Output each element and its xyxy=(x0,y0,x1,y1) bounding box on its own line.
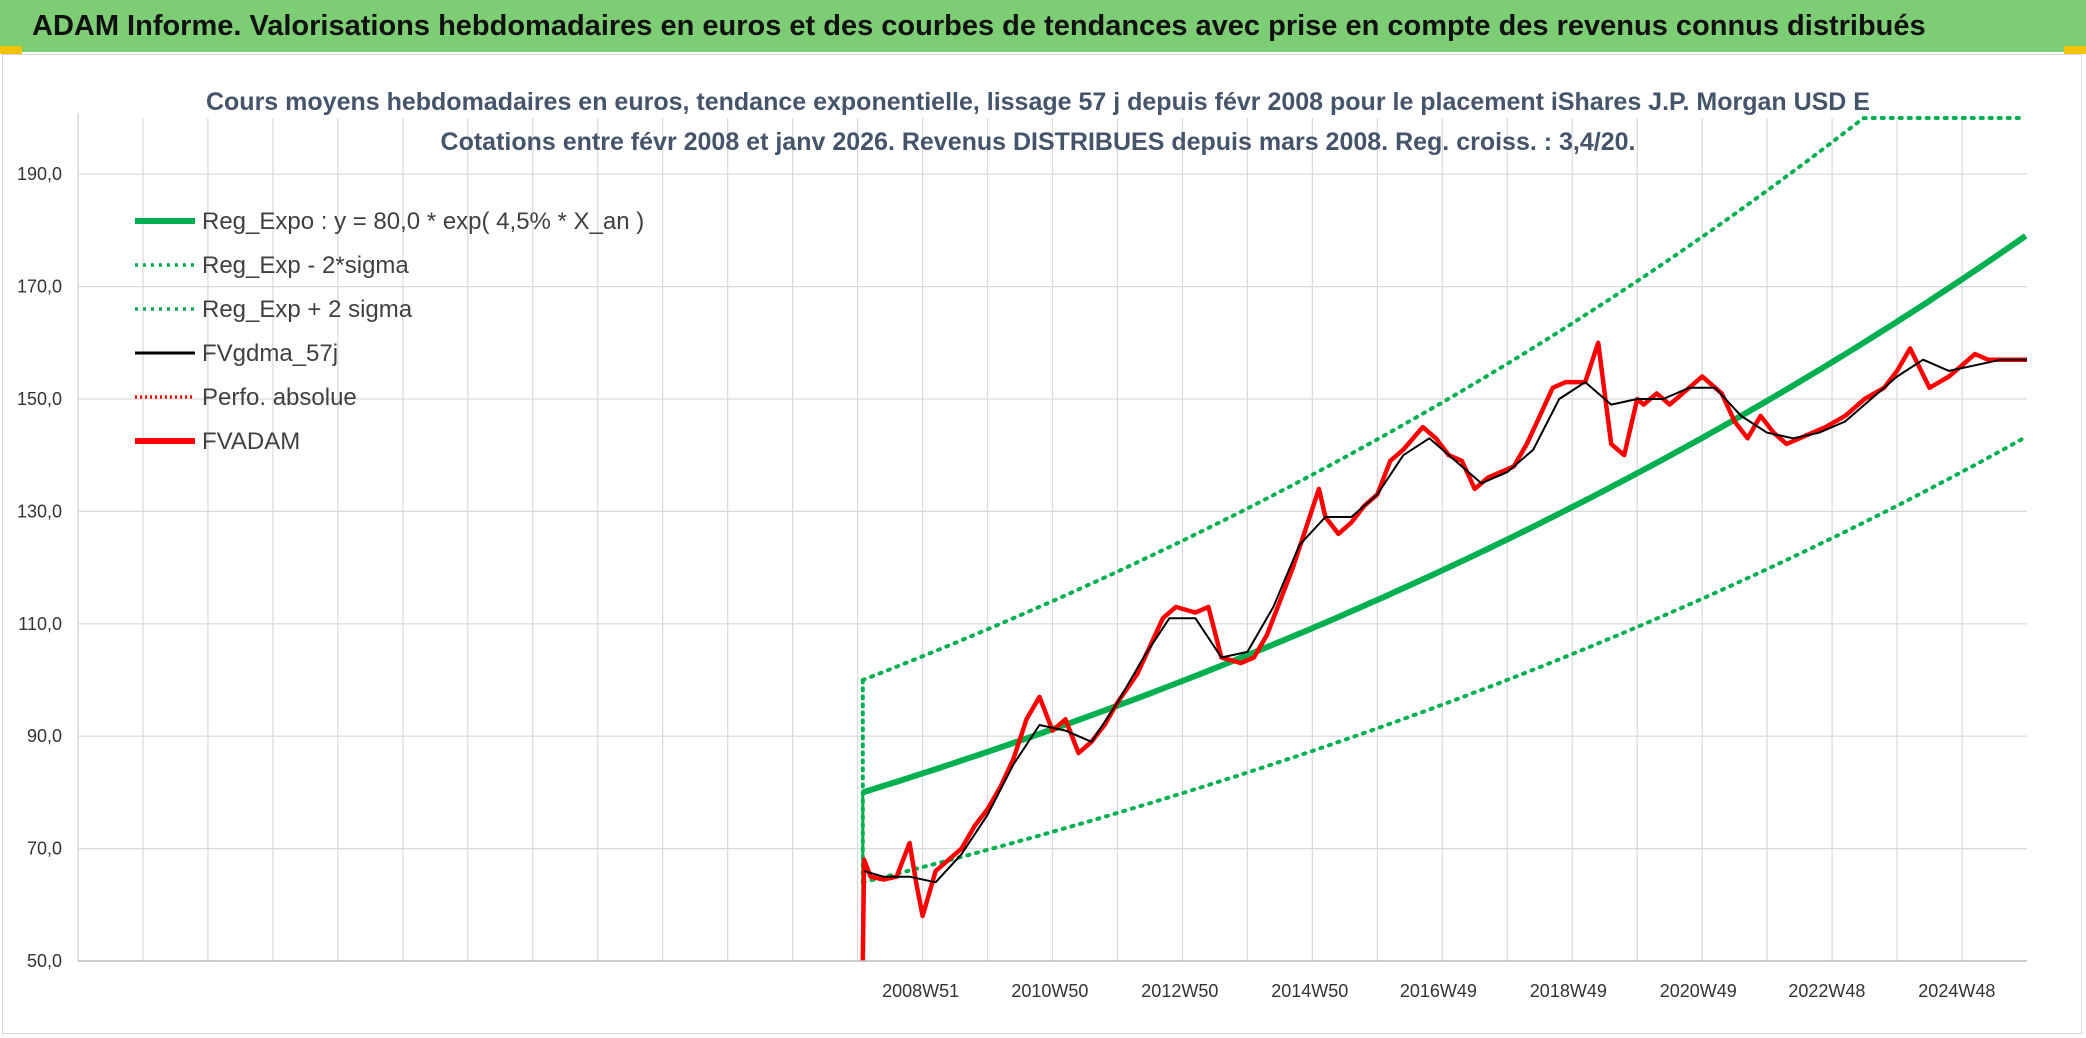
corner-marker-right xyxy=(2064,46,2086,54)
x-tick-label: 2024W48 xyxy=(1918,981,1995,1001)
chart-grid xyxy=(78,118,2027,962)
trend-lower-2sigma-line xyxy=(860,435,2028,885)
series-lines xyxy=(860,340,2027,962)
trend-upper-2sigma-line xyxy=(860,116,2028,682)
x-tick-label: 2014W50 xyxy=(1271,981,1348,1001)
y-tick-label: 70,0 xyxy=(27,839,62,859)
y-tick-label: 50,0 xyxy=(27,951,62,971)
x-tick-label: 2010W50 xyxy=(1011,981,1088,1001)
trend-lines xyxy=(860,116,2028,961)
x-tick-label: 2020W49 xyxy=(1660,981,1737,1001)
x-tick-label: 2022W48 xyxy=(1788,981,1865,1001)
trend-regression-line xyxy=(861,233,2028,796)
chart-title: Cours moyens hebdomadaires en euros, ten… xyxy=(206,88,1870,116)
legend-label: FVgdma_57j xyxy=(202,340,338,367)
y-tick-label: 110,0 xyxy=(18,614,62,634)
legend-label: Reg_Expo : y = 80,0 * exp( 4,5% * X_an ) xyxy=(202,208,644,235)
report-title: ADAM Informe. Valorisations hebdomadaire… xyxy=(32,9,1926,42)
axes: 50,0 70,0 90,0 110,0 130,0 150,0 170,0 190,0 200… xyxy=(17,113,2027,1001)
y-tick-label: 150,0 xyxy=(17,389,62,409)
legend-label: Reg_Exp + 2 sigma xyxy=(202,296,413,323)
corner-marker-left xyxy=(0,46,22,54)
legend-label: FVADAM xyxy=(202,428,300,455)
legend-label: Perfo. absolue xyxy=(202,384,357,411)
series-fvadam-line xyxy=(860,340,2027,962)
legend: Reg_Expo : y = 80,0 * exp( 4,5% * X_an )… xyxy=(135,208,644,455)
series-fvgdma-line xyxy=(863,358,2027,884)
y-tick-label: 90,0 xyxy=(27,726,62,746)
report-banner: ADAM Informe. Valorisations hebdomadaire… xyxy=(0,0,2086,52)
x-tick-label: 2008W51 xyxy=(882,981,959,1001)
y-tick-label: 170,0 xyxy=(17,277,62,297)
legend-label: Reg_Exp - 2*sigma xyxy=(202,252,409,279)
chart-subtitle: Cotations entre févr 2008 et janv 2026. … xyxy=(441,128,1636,156)
x-tick-label: 2012W50 xyxy=(1141,981,1218,1001)
y-tick-label: 190,0 xyxy=(17,164,62,184)
x-tick-label: 2016W49 xyxy=(1400,981,1477,1001)
chart-frame xyxy=(2,54,2082,1034)
x-tick-label: 2018W49 xyxy=(1530,981,1607,1001)
y-tick-label: 130,0 xyxy=(17,501,62,521)
